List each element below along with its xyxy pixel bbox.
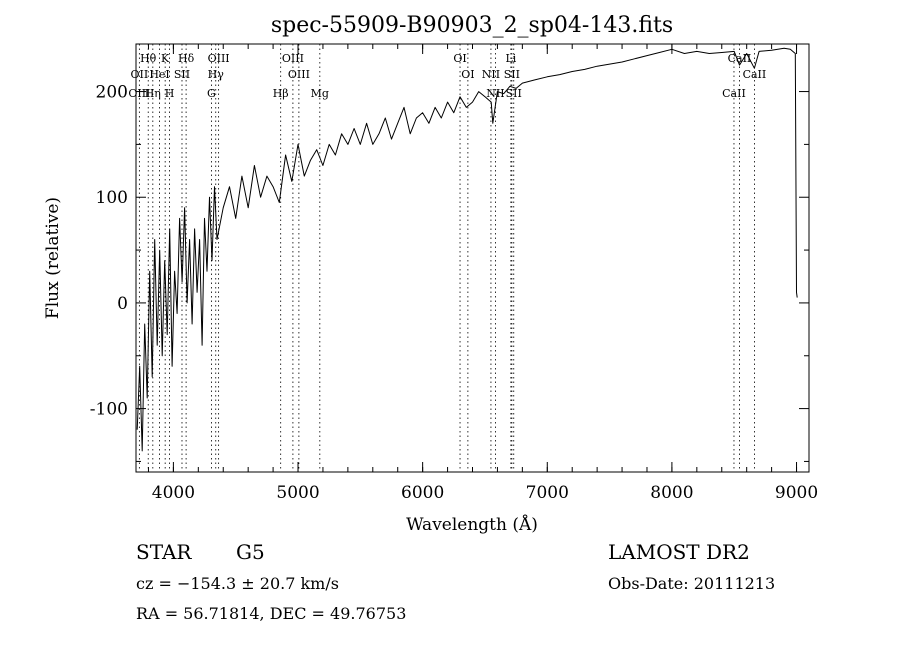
x-tick-label: 9000 — [775, 483, 818, 503]
y-axis-label: Flux (relative) — [43, 197, 63, 319]
line-label: Hθ — [140, 52, 157, 65]
line-label: K — [161, 52, 170, 65]
object-subclass: G5 — [236, 540, 265, 564]
x-axis-ticks: 4000 5000 6000 7000 8000 9000 — [147, 44, 818, 503]
line-label: Hη — [145, 87, 161, 100]
object-class: STAR — [136, 540, 192, 564]
sky-coordinates: RA = 56.71814, DEC = 49.76753 — [136, 604, 407, 623]
spectrum-chart: spec-55909-B90903_2_sp04-143.fits Hθ OII O… — [43, 13, 818, 535]
x-tick-label: 5000 — [276, 483, 319, 503]
line-label: OIII — [208, 52, 230, 65]
x-tick-label: 8000 — [650, 483, 693, 503]
line-label: Hβ — [273, 87, 289, 100]
line-label: SII — [506, 87, 522, 100]
emission-line-markers — [138, 44, 755, 472]
line-label: SII — [504, 68, 520, 81]
x-tick-label: 4000 — [152, 483, 195, 503]
line-label: SII — [174, 68, 190, 81]
x-tick-label: 7000 — [526, 483, 569, 503]
line-label: HeI — [149, 68, 169, 81]
y-tick-label: 200 — [96, 83, 128, 103]
line-label: CaII — [743, 68, 767, 81]
line-label: Mg — [311, 87, 329, 100]
line-label: NII — [486, 87, 504, 100]
line-label: OIII — [128, 87, 150, 100]
line-label: Hδ — [178, 52, 195, 65]
spectrum-series — [136, 47, 798, 452]
line-label: OIII — [282, 52, 304, 65]
y-axis-ticks: -100 0 100 200 — [90, 83, 809, 462]
line-label: Li — [505, 52, 516, 65]
line-label: CaII — [728, 52, 752, 65]
x-axis-label: Wavelength (Å) — [406, 514, 538, 535]
line-label: G — [207, 87, 216, 100]
y-tick-label: 0 — [117, 294, 128, 314]
line-label: OI — [453, 52, 466, 65]
line-label: Hγ — [208, 68, 225, 81]
observation-date: Obs-Date: 20111213 — [608, 574, 776, 593]
line-label: OIII — [288, 68, 310, 81]
chart-title: spec-55909-B90903_2_sp04-143.fits — [271, 13, 673, 38]
line-label: OII — [131, 68, 149, 81]
line-label: NII — [482, 68, 500, 81]
line-label: OI — [461, 68, 474, 81]
spectrum-line — [136, 47, 798, 452]
y-tick-label: -100 — [90, 400, 128, 420]
line-label: CaII — [722, 87, 746, 100]
x-tick-label: 6000 — [401, 483, 444, 503]
plot-frame — [135, 43, 810, 473]
survey-name: LAMOST DR2 — [608, 540, 750, 564]
redshift-value: cz = −154.3 ± 20.7 km/s — [136, 574, 339, 593]
y-tick-label: 100 — [96, 188, 128, 208]
line-label: H — [165, 87, 175, 100]
